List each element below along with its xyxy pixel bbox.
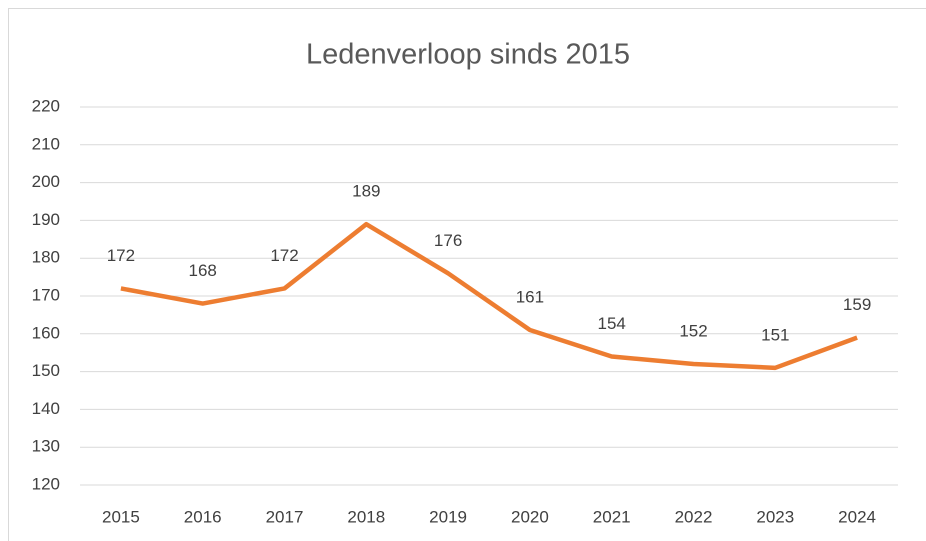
x-tick-label: 2016	[184, 507, 222, 526]
x-tick-label: 2022	[675, 507, 713, 526]
y-tick-label: 120	[32, 474, 60, 493]
data-label: 168	[189, 261, 217, 280]
chart-frame	[8, 8, 926, 541]
x-tick-label: 2021	[593, 507, 631, 526]
data-label: 176	[434, 231, 462, 250]
x-tick-label: 2018	[347, 507, 385, 526]
x-tick-label: 2020	[511, 507, 549, 526]
y-tick-label: 220	[32, 96, 60, 115]
y-tick-label: 140	[32, 399, 60, 418]
data-label: 172	[270, 246, 298, 265]
data-label: 172	[107, 246, 135, 265]
y-tick-label: 170	[32, 285, 60, 304]
data-label: 161	[516, 288, 544, 307]
x-tick-label: 2017	[266, 507, 304, 526]
y-tick-label: 190	[32, 210, 60, 229]
data-label: 154	[598, 314, 626, 333]
chart-title: Ledenverloop sinds 2015	[306, 39, 630, 71]
y-tick-label: 180	[32, 248, 60, 267]
data-label: 189	[352, 182, 380, 201]
y-tick-label: 130	[32, 437, 60, 456]
x-tick-label: 2019	[429, 507, 467, 526]
x-tick-label: 2024	[838, 507, 876, 526]
y-tick-label: 160	[32, 323, 60, 342]
x-tick-label: 2015	[102, 507, 140, 526]
data-label: 152	[679, 322, 707, 341]
data-label: 151	[761, 325, 789, 344]
y-tick-label: 150	[32, 361, 60, 380]
y-tick-label: 200	[32, 172, 60, 191]
x-tick-label: 2023	[756, 507, 794, 526]
series-line	[120, 221, 858, 371]
y-tick-label: 210	[32, 134, 60, 153]
data-label: 159	[843, 295, 871, 314]
